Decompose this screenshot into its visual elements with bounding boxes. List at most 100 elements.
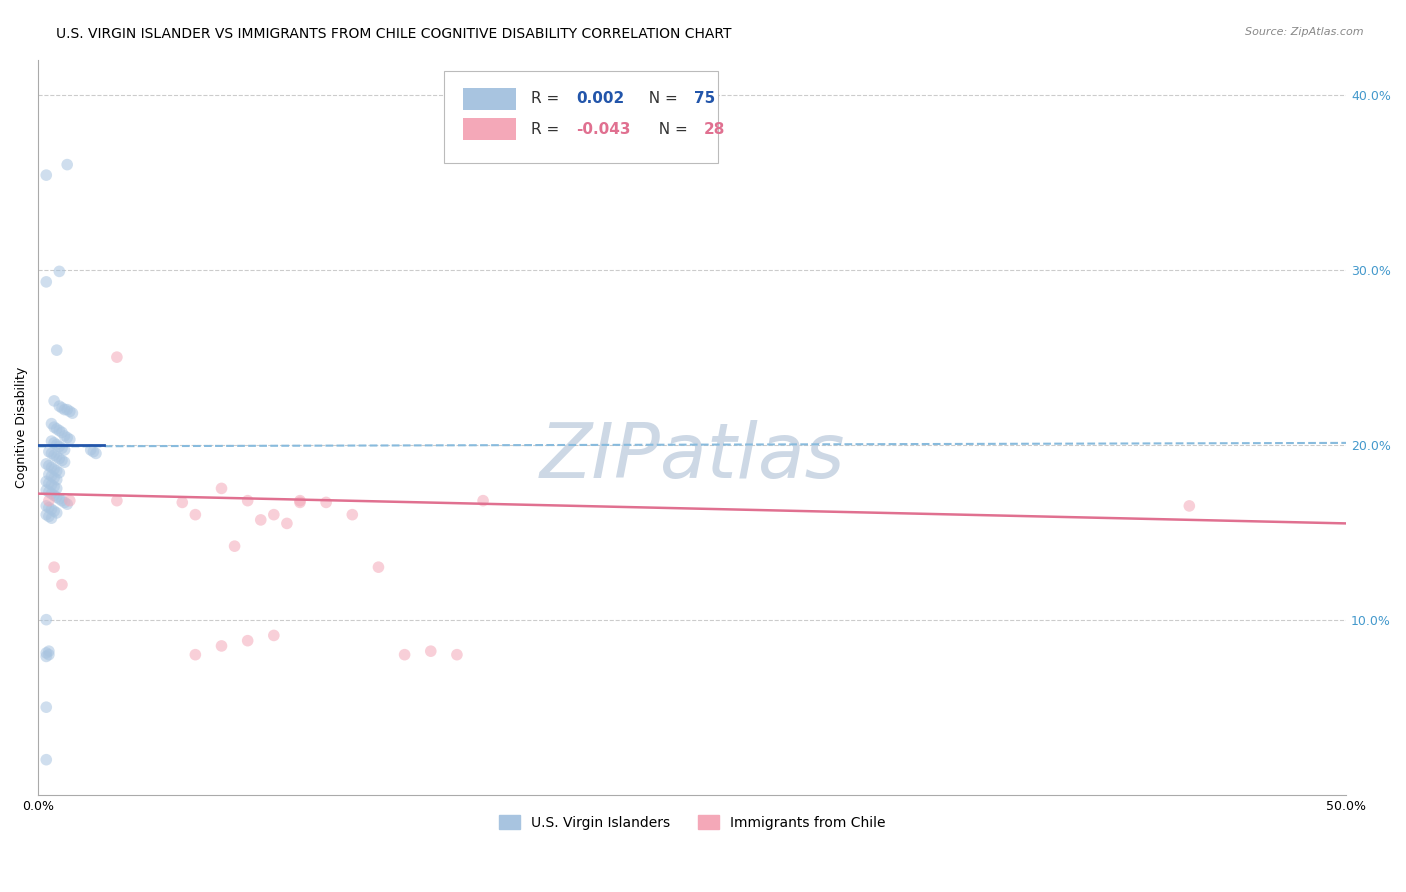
- Legend: U.S. Virgin Islanders, Immigrants from Chile: U.S. Virgin Islanders, Immigrants from C…: [494, 810, 891, 836]
- Point: [48, 264, 70, 278]
- Point: [35, 483, 58, 498]
- Point: [42, 393, 65, 408]
- Point: [35, 649, 58, 664]
- Point: [48, 439, 70, 453]
- Point: [51, 493, 73, 508]
- Point: [41, 434, 63, 449]
- Point: [53, 402, 76, 417]
- Point: [35, 475, 58, 489]
- Point: [263, 508, 285, 522]
- Point: [38, 476, 60, 491]
- Point: [53, 495, 76, 509]
- Point: [45, 482, 67, 496]
- Point: [288, 493, 311, 508]
- Point: [172, 495, 194, 509]
- Point: [41, 502, 63, 516]
- Point: [51, 453, 73, 467]
- Point: [38, 509, 60, 524]
- Point: [45, 437, 67, 451]
- Bar: [464, 87, 516, 110]
- Point: [367, 560, 389, 574]
- Point: [1178, 499, 1201, 513]
- Point: [45, 422, 67, 436]
- Point: [45, 490, 67, 504]
- Point: [342, 508, 364, 522]
- Point: [53, 429, 76, 443]
- Point: [80, 442, 103, 457]
- Bar: [464, 119, 516, 140]
- Point: [224, 539, 246, 553]
- Point: [38, 500, 60, 515]
- Text: U.S. VIRGIN ISLANDER VS IMMIGRANTS FROM CHILE COGNITIVE DISABILITY CORRELATION C: U.S. VIRGIN ISLANDER VS IMMIGRANTS FROM …: [56, 27, 731, 41]
- Point: [48, 451, 70, 466]
- Point: [48, 466, 70, 480]
- Text: N =: N =: [638, 91, 682, 106]
- Point: [41, 417, 63, 431]
- Point: [35, 646, 58, 660]
- Point: [394, 648, 416, 662]
- Point: [35, 499, 58, 513]
- Text: 0.002: 0.002: [576, 91, 624, 106]
- Point: [41, 478, 63, 492]
- Y-axis label: Cognitive Disability: Cognitive Disability: [15, 367, 28, 488]
- Point: [276, 516, 298, 531]
- Point: [51, 425, 73, 440]
- Text: R =: R =: [531, 122, 565, 137]
- Point: [42, 560, 65, 574]
- Point: [472, 493, 495, 508]
- Point: [315, 495, 337, 509]
- Point: [42, 480, 65, 494]
- FancyBboxPatch shape: [444, 70, 718, 162]
- Point: [84, 446, 107, 460]
- Point: [59, 493, 82, 508]
- Point: [105, 350, 128, 364]
- Text: ZIPatlas: ZIPatlas: [540, 419, 845, 493]
- Point: [249, 513, 271, 527]
- Point: [45, 506, 67, 520]
- Point: [42, 462, 65, 476]
- Point: [105, 493, 128, 508]
- Point: [45, 343, 67, 358]
- Point: [288, 495, 311, 509]
- Point: [42, 448, 65, 462]
- Point: [38, 467, 60, 482]
- Point: [35, 275, 58, 289]
- Text: -0.043: -0.043: [576, 122, 630, 137]
- Point: [56, 431, 79, 445]
- Point: [53, 455, 76, 469]
- Point: [35, 753, 58, 767]
- Point: [35, 508, 58, 522]
- Point: [38, 458, 60, 473]
- Point: [41, 486, 63, 500]
- Point: [62, 406, 84, 420]
- Point: [42, 488, 65, 502]
- Point: [45, 473, 67, 487]
- Point: [41, 446, 63, 460]
- Point: [211, 639, 233, 653]
- Point: [51, 441, 73, 455]
- Text: R =: R =: [531, 91, 565, 106]
- Point: [184, 508, 207, 522]
- Point: [236, 633, 259, 648]
- Point: [42, 420, 65, 434]
- Point: [38, 644, 60, 658]
- Point: [48, 491, 70, 506]
- Point: [41, 460, 63, 475]
- Point: [419, 644, 441, 658]
- Point: [48, 424, 70, 438]
- Point: [38, 484, 60, 499]
- Point: [42, 471, 65, 485]
- Point: [263, 628, 285, 642]
- Point: [38, 444, 60, 458]
- Point: [35, 700, 58, 714]
- Point: [211, 482, 233, 496]
- Point: [35, 613, 58, 627]
- Text: N =: N =: [650, 122, 693, 137]
- Point: [38, 493, 60, 508]
- Point: [41, 469, 63, 483]
- Point: [35, 168, 58, 182]
- Text: 28: 28: [704, 122, 725, 137]
- Point: [38, 648, 60, 662]
- Point: [51, 577, 73, 591]
- Point: [184, 648, 207, 662]
